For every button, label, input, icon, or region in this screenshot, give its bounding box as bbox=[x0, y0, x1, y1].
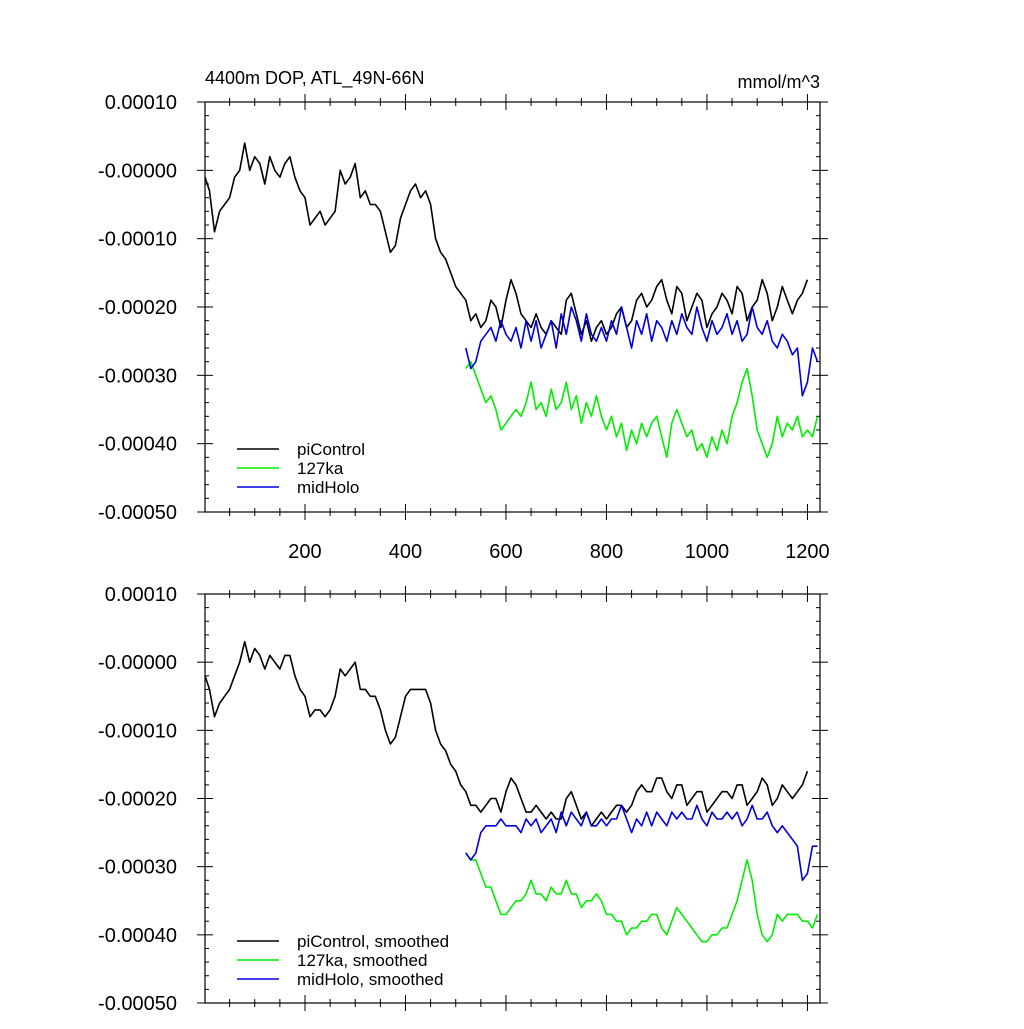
x-tick-label: 200 bbox=[288, 541, 321, 563]
y-tick-label: -0.00050 bbox=[98, 993, 177, 1015]
legend-label: midHolo, smoothed bbox=[297, 970, 443, 989]
y-tick-label: 0.00010 bbox=[105, 92, 177, 114]
x-tick-label: 800 bbox=[590, 541, 623, 563]
chart-title: 4400m DOP, ATL_49N-66N bbox=[205, 68, 424, 89]
y-tick-label: -0.00020 bbox=[98, 789, 177, 811]
series-line-127ka bbox=[465, 360, 819, 459]
series-line-127ka-smoothed bbox=[465, 852, 819, 943]
legend-label: piControl, smoothed bbox=[297, 932, 449, 951]
x-tick-label: 1200 bbox=[785, 541, 830, 563]
y-tick-label: -0.00000 bbox=[98, 160, 177, 182]
x-tick-label: 400 bbox=[389, 541, 422, 563]
y-axis-ticks bbox=[197, 101, 828, 513]
y-tick-label: -0.00000 bbox=[98, 652, 177, 674]
series-line-picontrol-smoothed bbox=[204, 640, 809, 827]
x-tick-label: 1000 bbox=[685, 541, 730, 563]
bottom-panel: 0.00010 -0.00000 -0.00010 -0.00020 -0.00030 -… bbox=[98, 584, 828, 1015]
y-tick-label: -0.00040 bbox=[98, 434, 177, 456]
y-tick-label: -0.00040 bbox=[98, 925, 177, 947]
y-tick-label: -0.00020 bbox=[98, 297, 177, 319]
legend-label: piControl bbox=[297, 440, 365, 459]
top-panel: 200 400 600 800 1000 1200 0.00010 -0.00000 -0.00… bbox=[98, 92, 830, 563]
y-tick-label: -0.00030 bbox=[98, 857, 177, 879]
units-label: mmol/m^3 bbox=[738, 72, 820, 92]
legend-label: 127ka bbox=[297, 459, 344, 478]
series-line-midholo bbox=[465, 306, 819, 397]
y-tick-label: 0.00010 bbox=[105, 584, 177, 606]
series-line-picontrol bbox=[204, 142, 809, 342]
x-tick-label: 600 bbox=[489, 541, 522, 563]
legend-label: midHolo bbox=[297, 478, 359, 497]
y-axis-ticks bbox=[197, 593, 828, 1004]
series-line-midholo-smoothed bbox=[465, 804, 818, 882]
y-tick-label: -0.00010 bbox=[98, 229, 177, 251]
x-axis-ticks bbox=[229, 586, 808, 1011]
y-tick-label: -0.00010 bbox=[98, 720, 177, 742]
legend-label: 127ka, smoothed bbox=[297, 951, 427, 970]
x-axis-ticks bbox=[229, 94, 808, 520]
y-tick-label: -0.00030 bbox=[98, 365, 177, 387]
y-tick-label: -0.00050 bbox=[98, 502, 177, 524]
